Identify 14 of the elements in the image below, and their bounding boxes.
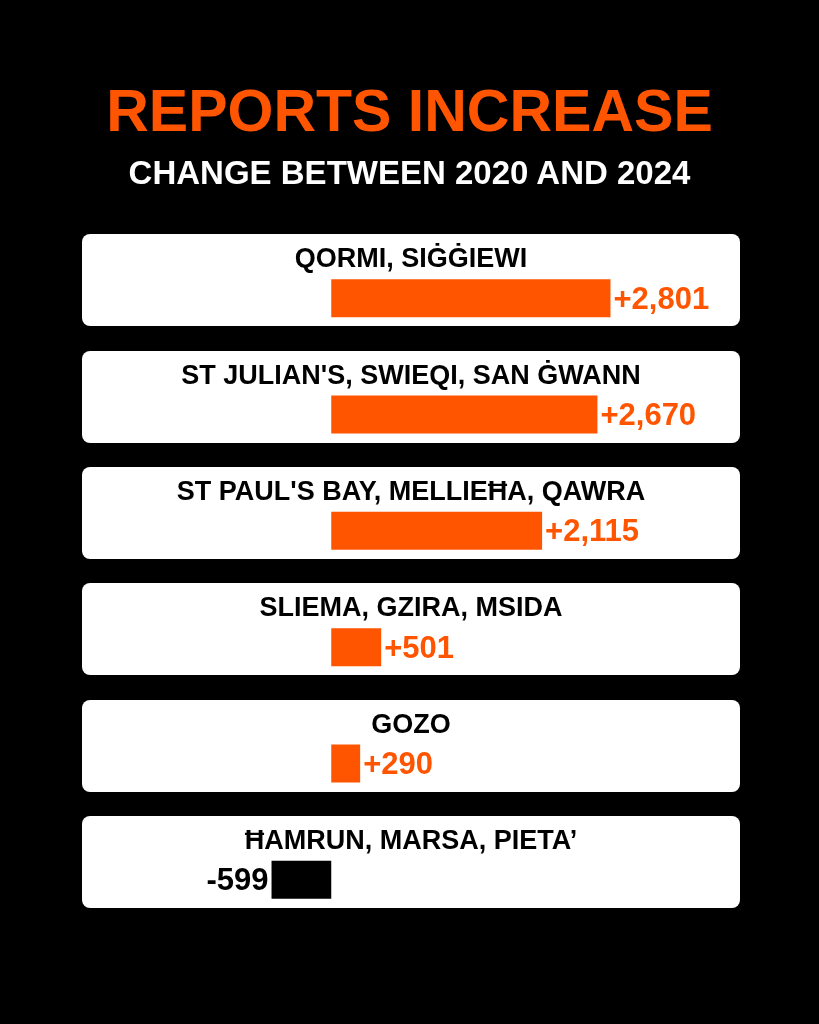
chart-title: REPORTS INCREASE xyxy=(106,77,713,144)
data-label: -599 xyxy=(206,862,269,898)
y-tick-label: QORMI, SIĠĠIEWI xyxy=(294,243,528,274)
y-tick-label: ST JULIAN'S, SWIEQI, SAN ĠWANN xyxy=(181,359,641,390)
y-tick-label: SLIEMA, GZIRA, MSIDA xyxy=(259,592,563,623)
data-label: +501 xyxy=(384,629,455,665)
y-tick-label: GOZO xyxy=(371,708,451,739)
y-tick-label: ĦAMRUN, MARSA, PIETA’ xyxy=(244,824,578,855)
chart-subtitle: CHANGE BETWEEN 2020 AND 2024 xyxy=(128,154,692,191)
data-label: +290 xyxy=(363,746,433,781)
data-label: +2,670 xyxy=(600,397,697,432)
data-label: +2,801 xyxy=(613,280,710,316)
y-tick-label: ST PAUL'S BAY, MELLIEĦA, QAWRA xyxy=(176,475,646,506)
data-label: +2,115 xyxy=(545,513,640,549)
